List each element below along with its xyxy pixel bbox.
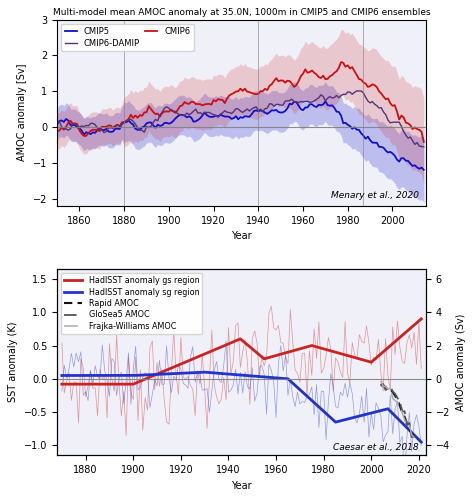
Y-axis label: SST anomaly (K): SST anomaly (K)	[9, 322, 18, 402]
Y-axis label: AMOC anomaly (Sv): AMOC anomaly (Sv)	[456, 313, 465, 411]
X-axis label: Year: Year	[231, 231, 252, 241]
Y-axis label: AMOC anomaly [Sv]: AMOC anomaly [Sv]	[18, 64, 27, 162]
Title: Multi-model mean AMOC anomaly at 35.0N, 1000m in CMIP5 and CMIP6 ensembles: Multi-model mean AMOC anomaly at 35.0N, …	[53, 8, 430, 17]
X-axis label: Year: Year	[231, 481, 252, 491]
Legend: CMIP5, CMIP6-DAMIP, CMIP6: CMIP5, CMIP6-DAMIP, CMIP6	[61, 23, 193, 51]
Text: Menary et al., 2020: Menary et al., 2020	[331, 191, 419, 200]
Text: Caesar et al., 2018: Caesar et al., 2018	[333, 443, 419, 452]
Legend: HadISST anomaly gs region, HadISST anomaly sg region, Rapid AMOC, GloSea5 AMOC, : HadISST anomaly gs region, HadISST anoma…	[61, 273, 202, 334]
